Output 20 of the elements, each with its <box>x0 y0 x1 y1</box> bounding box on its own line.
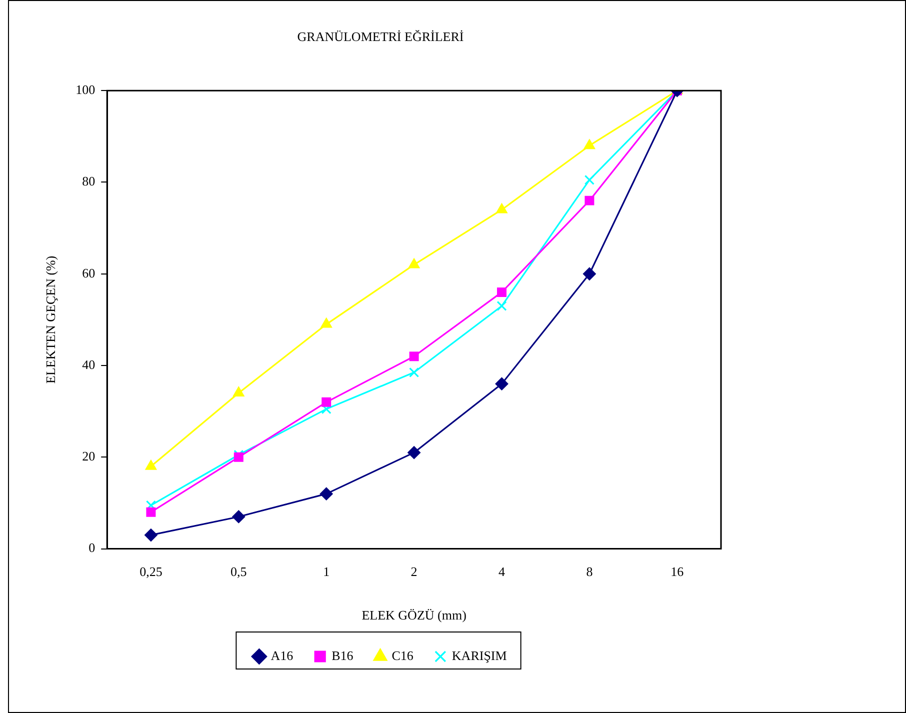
y-tick-label: 20 <box>82 448 96 464</box>
y-axis-title: ELEKTEN GEÇEN (%) <box>43 256 58 384</box>
y-tick-label: 40 <box>82 356 96 372</box>
x-tick-label: 1 <box>323 564 330 580</box>
chart-title: GRANÜLOMETRİ EĞRİLERİ <box>297 29 464 44</box>
x-axis-title: ELEK GÖZÜ (mm) <box>362 608 466 623</box>
x-tick-label: 16 <box>670 564 684 580</box>
x-tick-label: 4 <box>498 564 506 580</box>
legend-label: KARIŞIM <box>452 648 508 663</box>
y-tick-label: 100 <box>76 82 96 98</box>
legend-label: B16 <box>332 648 354 663</box>
x-tick-label: 0,25 <box>140 564 162 580</box>
legend-label: A16 <box>270 648 294 663</box>
y-tick-label: 80 <box>82 174 96 189</box>
y-tick-label: 0 <box>88 540 96 556</box>
x-tick-label: 0,5 <box>230 564 247 580</box>
legend-label: C16 <box>392 648 414 663</box>
x-tick-label: 2 <box>410 564 418 580</box>
y-tick-label: 60 <box>82 265 96 280</box>
x-tick-label: 8 <box>586 564 593 580</box>
